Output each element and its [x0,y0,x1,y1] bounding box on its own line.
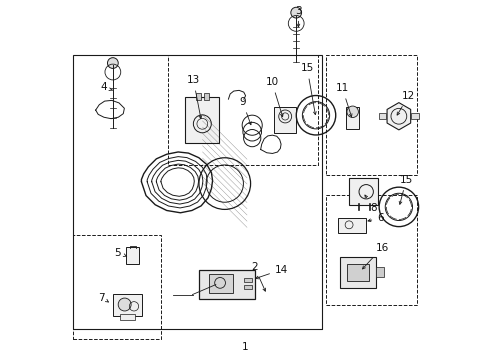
FancyBboxPatch shape [208,274,233,293]
Text: 16: 16 [362,243,388,269]
Bar [72,235,160,339]
Text: 14: 14 [255,265,287,279]
Bar [195,93,200,100]
Text: 12: 12 [396,91,414,115]
Circle shape [290,7,301,18]
Bar [243,285,251,289]
FancyBboxPatch shape [113,294,141,316]
Bar [378,113,386,119]
Bar [167,55,318,165]
Bar [203,93,209,100]
Text: 5: 5 [115,248,126,258]
FancyBboxPatch shape [346,264,368,281]
Circle shape [107,58,118,68]
Text: 6: 6 [367,213,383,223]
Bar [410,113,418,119]
Text: 7: 7 [99,293,108,302]
Text: 13: 13 [186,75,202,118]
FancyBboxPatch shape [340,257,376,288]
Bar [346,108,358,129]
FancyBboxPatch shape [337,219,365,233]
Text: 15: 15 [300,63,316,114]
Bar [243,278,251,282]
Text: 9: 9 [239,97,251,125]
Bar [325,55,416,175]
Bar [120,314,134,320]
Text: 2: 2 [250,262,265,291]
Bar [72,55,321,329]
FancyBboxPatch shape [185,97,219,143]
FancyBboxPatch shape [198,270,254,299]
Text: 15: 15 [398,175,412,204]
Bar [375,267,383,277]
Text: 11: 11 [335,84,351,117]
Text: 10: 10 [265,77,283,117]
FancyBboxPatch shape [274,107,295,133]
Text: 1: 1 [241,342,248,352]
Circle shape [346,106,358,117]
FancyBboxPatch shape [348,178,377,205]
Text: 3: 3 [294,6,301,27]
Bar [325,195,416,305]
Text: 4: 4 [100,82,112,93]
Text: 8: 8 [364,195,376,213]
Polygon shape [386,103,410,130]
Circle shape [118,298,131,311]
FancyBboxPatch shape [126,247,139,264]
